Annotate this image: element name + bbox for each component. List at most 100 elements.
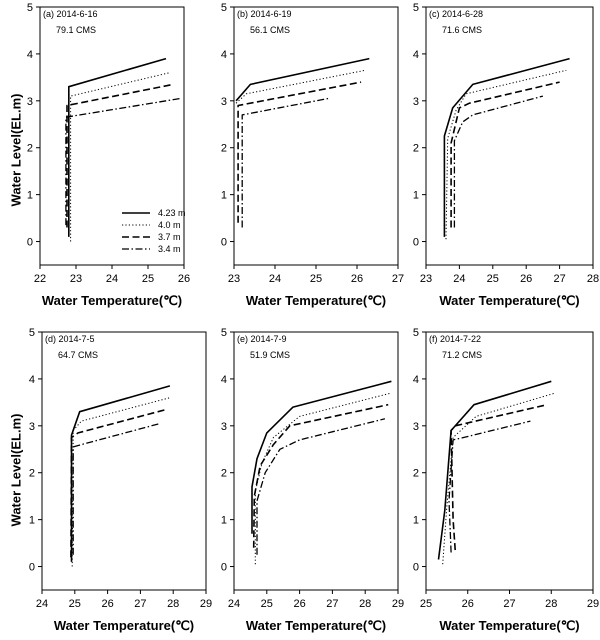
- y-tick-label: 5: [221, 327, 227, 339]
- plot-frame: [41, 331, 207, 591]
- y-tick-label: 5: [221, 2, 227, 14]
- series-line-solid: [70, 385, 171, 562]
- x-axis-label: Water Temperature(℃): [439, 293, 579, 308]
- x-tick-label: 24: [453, 273, 465, 285]
- panel-label: (e) 2014-7-9: [237, 334, 287, 344]
- y-tick-label: 4: [27, 49, 33, 61]
- x-tick-label: 29: [200, 598, 212, 610]
- y-tick-label: 3: [221, 96, 227, 108]
- panel-label: (d) 2014-7-5: [45, 334, 95, 344]
- x-tick-label: 26: [520, 273, 532, 285]
- series-line-dashdot: [241, 97, 329, 228]
- x-tick-label: 24: [228, 598, 240, 610]
- y-tick-label: 3: [27, 96, 33, 108]
- x-tick-label: 25: [261, 598, 273, 610]
- y-tick-label: 1: [413, 190, 419, 202]
- x-tick-label: 27: [392, 273, 404, 285]
- x-tick-label: 23: [420, 273, 432, 285]
- y-tick-label: 0: [413, 237, 419, 249]
- x-tick-label: 28: [545, 598, 557, 610]
- x-tick-label: 23: [228, 273, 240, 285]
- series-line-solid: [235, 57, 370, 102]
- series-line-dashed: [66, 83, 174, 228]
- series-line-dashed: [237, 81, 362, 223]
- legend-label: 4.23 m: [158, 208, 186, 218]
- series-line-dotted: [70, 72, 170, 242]
- x-axis-label: Water Temperature(℃): [246, 293, 386, 308]
- y-tick-label: 3: [221, 421, 227, 433]
- legend-label: 4.0 m: [158, 220, 181, 230]
- series-line-dashdot: [256, 418, 386, 555]
- series-line-dotted: [254, 392, 392, 565]
- y-tick-label: 3: [413, 96, 419, 108]
- series-line-solid: [437, 380, 552, 560]
- x-tick-label: 23: [70, 273, 82, 285]
- series-line-dashed: [252, 403, 389, 548]
- series-line-dashdot: [65, 97, 181, 226]
- legend-label: 3.4 m: [158, 244, 181, 254]
- x-tick-label: 28: [359, 598, 371, 610]
- x-tick-label: 26: [178, 273, 190, 285]
- y-tick-label: 5: [413, 2, 419, 14]
- x-tick-label: 26: [293, 598, 305, 610]
- y-tick-label: 0: [27, 237, 33, 249]
- y-tick-label: 2: [221, 468, 227, 480]
- x-tick-label: 27: [134, 598, 146, 610]
- x-tick-label: 24: [106, 273, 118, 285]
- y-tick-label: 0: [221, 237, 227, 249]
- y-tick-label: 2: [29, 468, 35, 480]
- series-line-dashdot: [448, 420, 531, 553]
- x-tick-label: 28: [587, 273, 599, 285]
- panel-label: (b) 2014-6-19: [237, 9, 292, 19]
- y-tick-label: 2: [413, 468, 419, 480]
- x-tick-label: 25: [142, 273, 154, 285]
- y-tick-label: 1: [27, 190, 33, 202]
- x-tick-label: 25: [310, 273, 322, 285]
- flow-label: 71.2 CMS: [442, 350, 482, 360]
- x-tick-label: 25: [487, 273, 499, 285]
- x-tick-label: 26: [351, 273, 363, 285]
- y-tick-label: 3: [29, 421, 35, 433]
- y-tick-label: 0: [413, 562, 419, 574]
- plot-frame: [233, 6, 399, 266]
- y-tick-label: 1: [221, 190, 227, 202]
- y-tick-label: 4: [221, 374, 227, 386]
- series-line-solid: [251, 380, 392, 534]
- y-tick-label: 5: [27, 2, 33, 14]
- series-line-dashdot: [453, 95, 544, 228]
- x-tick-label: 26: [101, 598, 113, 610]
- plot-frame: [233, 331, 399, 591]
- y-tick-label: 4: [221, 49, 227, 61]
- x-tick-label: 22: [34, 273, 46, 285]
- x-axis-label: Water Temperature(℃): [246, 618, 386, 633]
- x-tick-label: 27: [326, 598, 338, 610]
- plot-frame: [425, 6, 594, 266]
- x-tick-label: 26: [462, 598, 474, 610]
- series-line-dotted: [442, 392, 556, 565]
- series-line-dashdot: [72, 422, 161, 555]
- y-tick-label: 1: [221, 515, 227, 527]
- series-line-dotted: [71, 397, 171, 567]
- series-line-dashed: [70, 408, 167, 558]
- flow-label: 79.1 CMS: [56, 25, 96, 35]
- flow-label: 71.6 CMS: [442, 25, 482, 35]
- y-tick-label: 1: [29, 515, 35, 527]
- series-line-dashed: [450, 81, 560, 228]
- series-line-dashed: [450, 403, 548, 551]
- panel-label: (f) 2014-7-22: [429, 334, 481, 344]
- y-tick-label: 0: [221, 562, 227, 574]
- x-tick-label: 24: [36, 598, 48, 610]
- flow-label: 51.9 CMS: [250, 350, 290, 360]
- x-axis-label: Water Temperature(℃): [42, 293, 182, 308]
- flow-label: 64.7 CMS: [58, 350, 98, 360]
- x-tick-label: 29: [587, 598, 599, 610]
- y-tick-label: 2: [221, 143, 227, 155]
- panel-label: (a) 2014-6-16: [43, 9, 98, 19]
- y-tick-label: 0: [29, 562, 35, 574]
- x-tick-label: 27: [503, 598, 515, 610]
- y-tick-label: 1: [413, 515, 419, 527]
- series-line-solid: [68, 57, 167, 237]
- x-tick-label: 29: [392, 598, 404, 610]
